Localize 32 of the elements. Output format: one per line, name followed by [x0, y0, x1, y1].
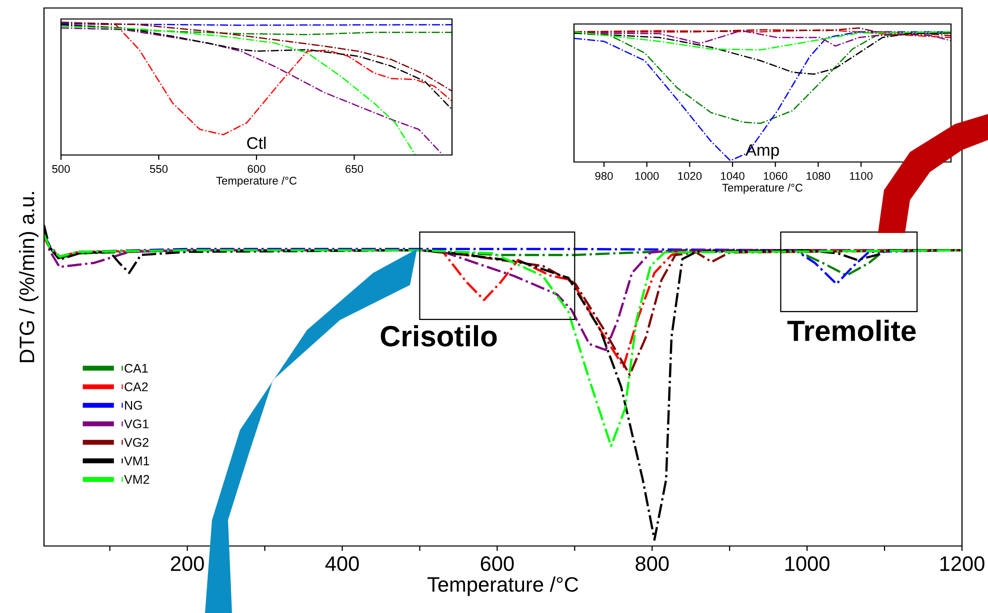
legend-label: CA1: [124, 364, 148, 373]
x-tick-label: 200: [170, 556, 204, 572]
legend-label: VG1: [124, 419, 148, 428]
x-tick-label: 1100: [850, 172, 873, 180]
x-tick-label: 600: [480, 556, 514, 572]
x-axis-title: Temperature /°C: [428, 576, 578, 596]
x-tick-label: 1000: [635, 172, 659, 180]
legend-label: NG: [125, 400, 142, 410]
legend-label: VM2: [124, 475, 150, 484]
legend-label: CA2: [124, 382, 148, 392]
x-tick-label: 800: [636, 556, 669, 572]
annotation: Amp: [745, 144, 779, 160]
x-tick-label: 1080: [806, 172, 830, 180]
annotation: Ctl: [247, 136, 266, 149]
x-tick-label: 600: [248, 165, 266, 173]
legend-label: VG2: [124, 438, 148, 447]
x-tick-label: 1200: [940, 556, 984, 572]
x-axis-title: Temperature /°C: [216, 176, 297, 187]
x-tick-label: 1040: [721, 172, 744, 180]
annotation: Crisotilo: [380, 325, 497, 347]
x-tick-label: 400: [325, 556, 359, 572]
x-tick-label: 1000: [785, 556, 830, 572]
x-axis-title: Temperature /°C: [722, 183, 803, 194]
x-tick-label: 1020: [678, 172, 702, 180]
x-tick-label: 650: [346, 165, 364, 173]
x-tick-label: 980: [595, 172, 613, 180]
x-tick-label: 1060: [764, 172, 788, 180]
x-tick-label: 550: [150, 165, 168, 173]
annotation: Tremolite: [787, 320, 916, 342]
x-tick-label: 500: [52, 165, 70, 173]
y-axis-title: DTG / (%/min) a.u.: [19, 192, 38, 362]
legend-label: VM1: [124, 456, 150, 466]
